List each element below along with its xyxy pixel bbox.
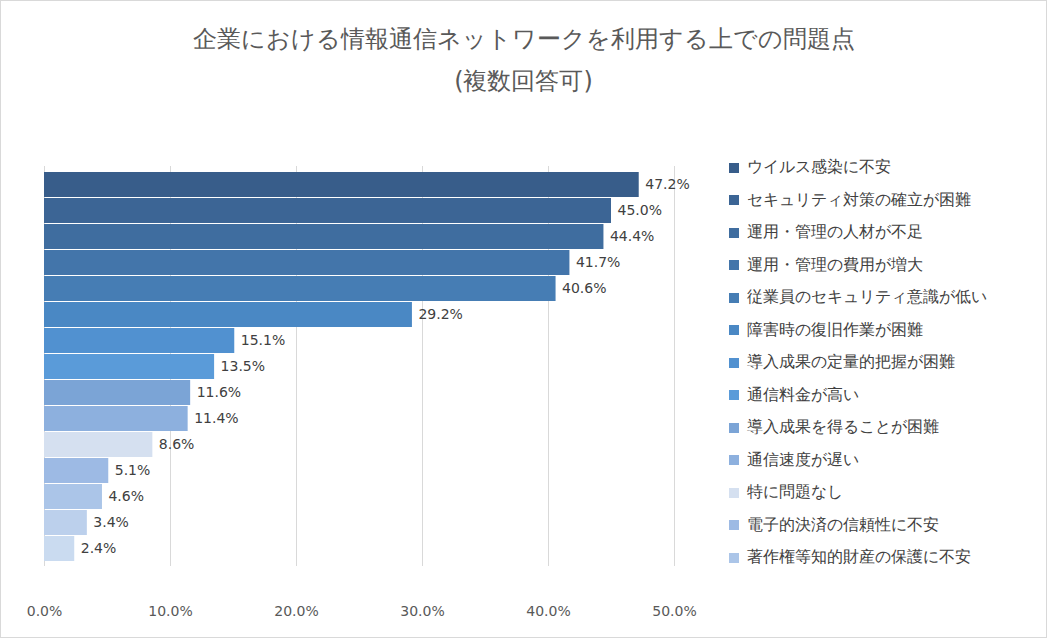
html-text:電子的決済の信頼性に不安: 電子的決済の信頼性に不安 [747,514,939,534]
html-text:障害時の復旧作業が困難: 障害時の復旧作業が困難 [747,319,923,339]
svg-text:5.1%: 5.1% [115,462,151,478]
html-text:運用・管理の人材が不足: 運用・管理の人材が不足 [747,222,923,241]
html-text:特に問題なし: 特に問題なし [747,482,843,501]
html-text:導入成果の定量的把握が困難: 導入成果の定量的把握が困難 [747,352,955,371]
svg-text:30.0%: 30.0% [400,603,444,619]
html-text:著作権等知的財産の保護に不安: 著作権等知的財産の保護に不安 [747,547,971,566]
svg-text:40.0%: 40.0% [526,603,570,619]
svg-text:40.6%: 40.6% [562,280,606,296]
html-text:ウイルス感染に不安: ウイルス感染に不安 [747,157,891,176]
html-text:導入成果を得ることが困難: 導入成果を得ることが困難 [747,417,939,436]
svg-text:13.5%: 13.5% [221,358,265,374]
svg-text:20.0%: 20.0% [274,603,318,619]
svg-text:11.4%: 11.4% [194,410,238,426]
svg-text:44.4%: 44.4% [610,228,654,244]
svg-text:10.0%: 10.0% [148,603,192,619]
svg-text:2.4%: 2.4% [81,540,117,556]
svg-text:11.6%: 11.6% [197,384,241,400]
html-text:通信速度が遅い: 通信速度が遅い [747,449,859,469]
svg-text:47.2%: 47.2% [645,176,689,192]
svg-text:8.6%: 8.6% [159,436,195,452]
svg-text:50.0%: 50.0% [652,603,696,619]
svg-text:3.4%: 3.4% [93,514,129,530]
svg-text:45.0%: 45.0% [618,202,662,218]
svg-text:41.7%: 41.7% [576,254,620,270]
html-text:(複数回答可): (複数回答可) [454,67,593,95]
svg-text:15.1%: 15.1% [241,332,285,348]
html-text:セキュリティ対策の確立が困難: セキュリティ対策の確立が困難 [747,189,971,209]
svg-text:4.6%: 4.6% [108,488,144,504]
svg-text:29.2%: 29.2% [418,306,462,322]
html-text:従業員のセキュリティ意識が低い: 従業員のセキュリティ意識が低い [747,287,987,306]
html-text:企業における情報通信ネットワークを利用する上での問題点: 企業における情報通信ネットワークを利用する上での問題点 [192,25,855,53]
html-text:通信料金が高い: 通信料金が高い [747,384,859,404]
html-text:運用・管理の費用が増大: 運用・管理の費用が増大 [747,254,923,274]
svg-text:0.0%: 0.0% [27,603,63,619]
